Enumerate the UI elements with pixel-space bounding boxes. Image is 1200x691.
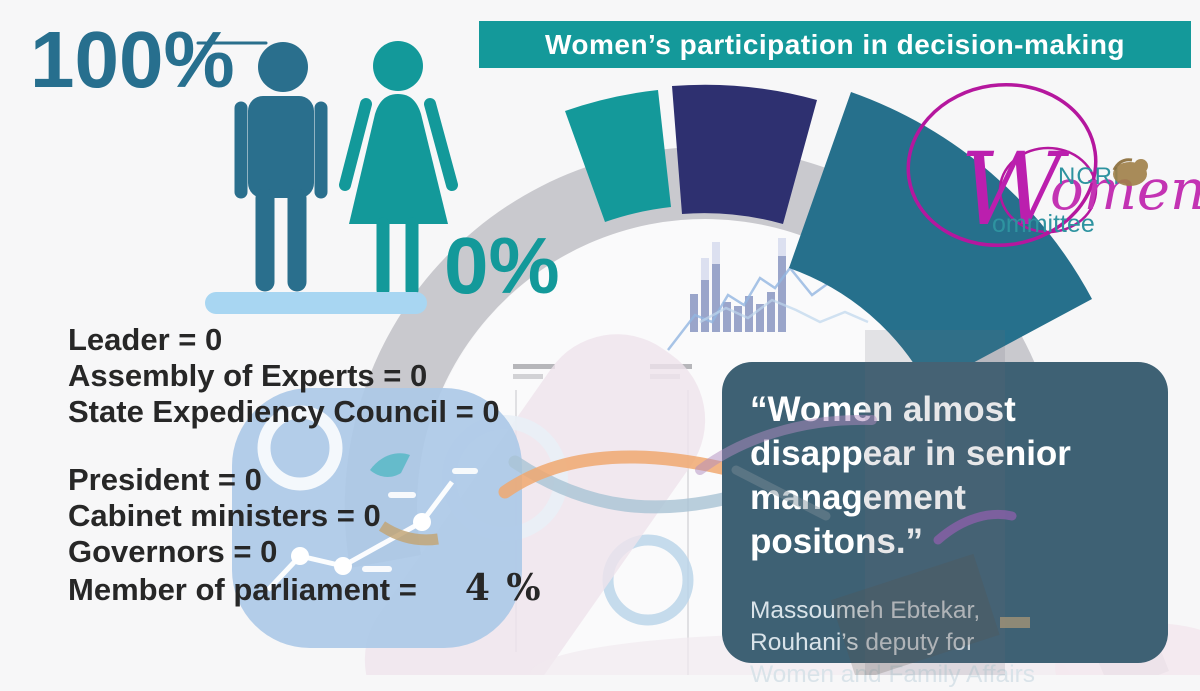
stat-cabinet-ministers: Cabinet ministers = 0	[68, 498, 381, 533]
blob-chart	[232, 388, 568, 648]
attribution-role-2: Women and Family Affairs	[750, 661, 1036, 688]
men-percentage: 100%	[30, 15, 235, 104]
quote-line-1: “Women almost	[750, 390, 1016, 429]
blob-leaf-icon	[370, 453, 410, 477]
stat-state-expediency-council: State Expediency Council = 0	[68, 394, 500, 429]
title-banner-text: Women’s participation in decision-making	[544, 28, 1126, 60]
gauge-segment-teal	[565, 90, 671, 222]
stat-president: President = 0	[68, 462, 262, 497]
blob-tan-arc	[378, 521, 439, 546]
mini-bar-chart	[667, 238, 869, 351]
stat-governors: Governors = 0	[68, 534, 278, 569]
title-banner: Women’s participation in decision-making	[479, 21, 1191, 68]
women-percentage: 0%	[444, 221, 560, 310]
male-figure-icon	[196, 41, 328, 292]
stats-group-gap	[68, 430, 543, 462]
stat-member-of-parliament: Member of parliament = 4 %	[68, 570, 543, 608]
quote-line-2: disappear in senior	[750, 434, 1071, 473]
figures-base-bar	[205, 292, 427, 314]
stat-member-value: 4 %	[464, 567, 543, 609]
female-figure-icon	[339, 41, 458, 297]
quote-line-3: management positons.”	[750, 478, 966, 561]
stat-assembly-of-experts: Assembly of Experts = 0	[68, 358, 428, 393]
positions-list: Leader = 0 Assembly of Experts = 0 State…	[68, 322, 543, 608]
attribution-name: Massoumeh Ebtekar,	[750, 597, 981, 624]
blob-ring-icon	[257, 405, 343, 491]
attribution-role-1: Rouhani’s deputy for	[750, 629, 975, 656]
stat-member-label: Member of parliament =	[68, 572, 417, 607]
quote-box: “Women almost disappear in senior manage…	[722, 362, 1168, 688]
quote-attribution: Massoumeh Ebtekar, Rouhani’s deputy for …	[750, 595, 1140, 691]
infographic-canvas: { "banner": { "title": "Women’s particip…	[30, 15, 1200, 688]
stat-leader: Leader = 0	[68, 322, 223, 357]
gauge-segment-navy	[672, 84, 817, 224]
